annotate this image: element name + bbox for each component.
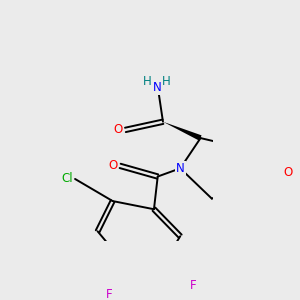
Text: N: N	[176, 162, 184, 175]
Text: F: F	[190, 279, 196, 292]
Text: Cl: Cl	[61, 172, 73, 185]
Text: O: O	[283, 166, 292, 179]
Text: O: O	[108, 159, 117, 172]
Text: H: H	[162, 75, 171, 88]
Polygon shape	[163, 122, 202, 141]
Text: H: H	[143, 75, 152, 88]
Text: F: F	[106, 288, 112, 300]
Polygon shape	[252, 172, 283, 185]
Text: O: O	[113, 123, 123, 136]
Text: N: N	[153, 81, 162, 94]
